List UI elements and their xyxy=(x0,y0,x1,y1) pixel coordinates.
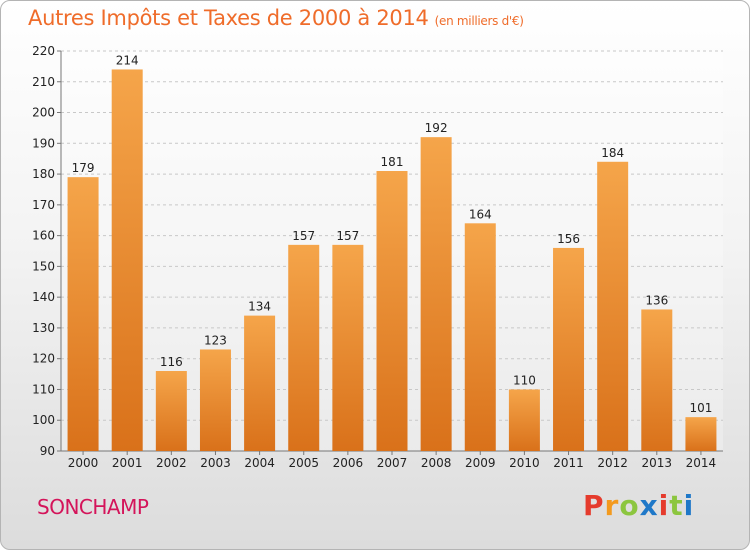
bar-value-label: 157 xyxy=(292,229,315,243)
bar xyxy=(508,389,540,451)
bar-value-label: 192 xyxy=(425,121,448,135)
logo-letter: P xyxy=(583,489,605,522)
y-tick-label: 90 xyxy=(40,444,55,458)
x-tick-label: 2002 xyxy=(156,456,187,470)
bar-value-label: 164 xyxy=(469,207,492,221)
y-tick-label: 220 xyxy=(32,44,55,58)
bar-value-label: 214 xyxy=(116,53,139,67)
x-tick-label: 2013 xyxy=(642,456,673,470)
chart-title: Autres Impôts et Taxes de 2000 à 2014 (en… xyxy=(28,6,524,30)
bar xyxy=(597,161,629,451)
bar xyxy=(685,417,717,451)
y-tick-label: 100 xyxy=(32,413,55,427)
bar xyxy=(641,309,673,451)
bar-value-label: 134 xyxy=(248,300,271,314)
bar-value-label: 116 xyxy=(160,355,183,369)
bar-value-label: 156 xyxy=(557,232,580,246)
x-tick-label: 2001 xyxy=(112,456,143,470)
y-tick-label: 130 xyxy=(32,321,55,335)
y-tick-label: 160 xyxy=(32,229,55,243)
bar xyxy=(199,349,231,451)
y-tick-label: 210 xyxy=(32,75,55,89)
x-tick-label: 2003 xyxy=(200,456,231,470)
bar xyxy=(420,137,452,451)
y-tick-label: 190 xyxy=(32,136,55,150)
bar xyxy=(464,223,496,451)
x-tick-label: 2009 xyxy=(465,456,496,470)
bar-value-label: 123 xyxy=(204,333,227,347)
x-tick-label: 2004 xyxy=(244,456,275,470)
bar xyxy=(111,69,143,451)
bar xyxy=(67,177,99,451)
bar xyxy=(244,315,276,451)
bar-value-label: 184 xyxy=(601,146,624,160)
bar-value-label: 110 xyxy=(513,373,536,387)
y-tick-label: 140 xyxy=(32,290,55,304)
x-tick-label: 2011 xyxy=(553,456,584,470)
chart-unit: (en milliers d'€) xyxy=(434,14,524,28)
x-tick-label: 2000 xyxy=(68,456,99,470)
bar-value-label: 181 xyxy=(381,155,404,169)
bar-value-label: 179 xyxy=(72,161,95,175)
x-tick-label: 2014 xyxy=(686,456,717,470)
x-tick-label: 2008 xyxy=(421,456,452,470)
bar xyxy=(155,371,187,451)
bar xyxy=(288,244,320,451)
y-tick-label: 110 xyxy=(32,382,55,396)
logo-letter: r xyxy=(604,489,620,522)
x-tick-label: 2010 xyxy=(509,456,540,470)
y-tick-label: 180 xyxy=(32,167,55,181)
bar-value-label: 136 xyxy=(645,293,668,307)
y-tick-label: 150 xyxy=(32,259,55,273)
y-tick-label: 200 xyxy=(32,106,55,120)
bar xyxy=(332,244,364,451)
x-tick-label: 2005 xyxy=(288,456,319,470)
y-tick-label: 120 xyxy=(32,352,55,366)
x-tick-label: 2007 xyxy=(377,456,408,470)
logo-letter: o xyxy=(619,489,640,522)
logo-letter: t xyxy=(669,489,684,522)
place-name: SONCHAMP xyxy=(37,495,149,519)
y-tick-label: 170 xyxy=(32,198,55,212)
bar-value-label: 157 xyxy=(336,229,359,243)
bar-value-label: 101 xyxy=(689,401,712,415)
x-tick-label: 2012 xyxy=(597,456,628,470)
x-tick-label: 2006 xyxy=(333,456,364,470)
bar xyxy=(553,247,585,451)
logo-letter: i xyxy=(658,489,670,522)
bar xyxy=(376,171,408,451)
chart-title-text: Autres Impôts et Taxes de 2000 à 2014 xyxy=(28,6,429,30)
logo-letter: x xyxy=(639,489,659,522)
proxiti-logo: Proxiti xyxy=(583,489,694,522)
logo-letter: i xyxy=(683,489,695,522)
